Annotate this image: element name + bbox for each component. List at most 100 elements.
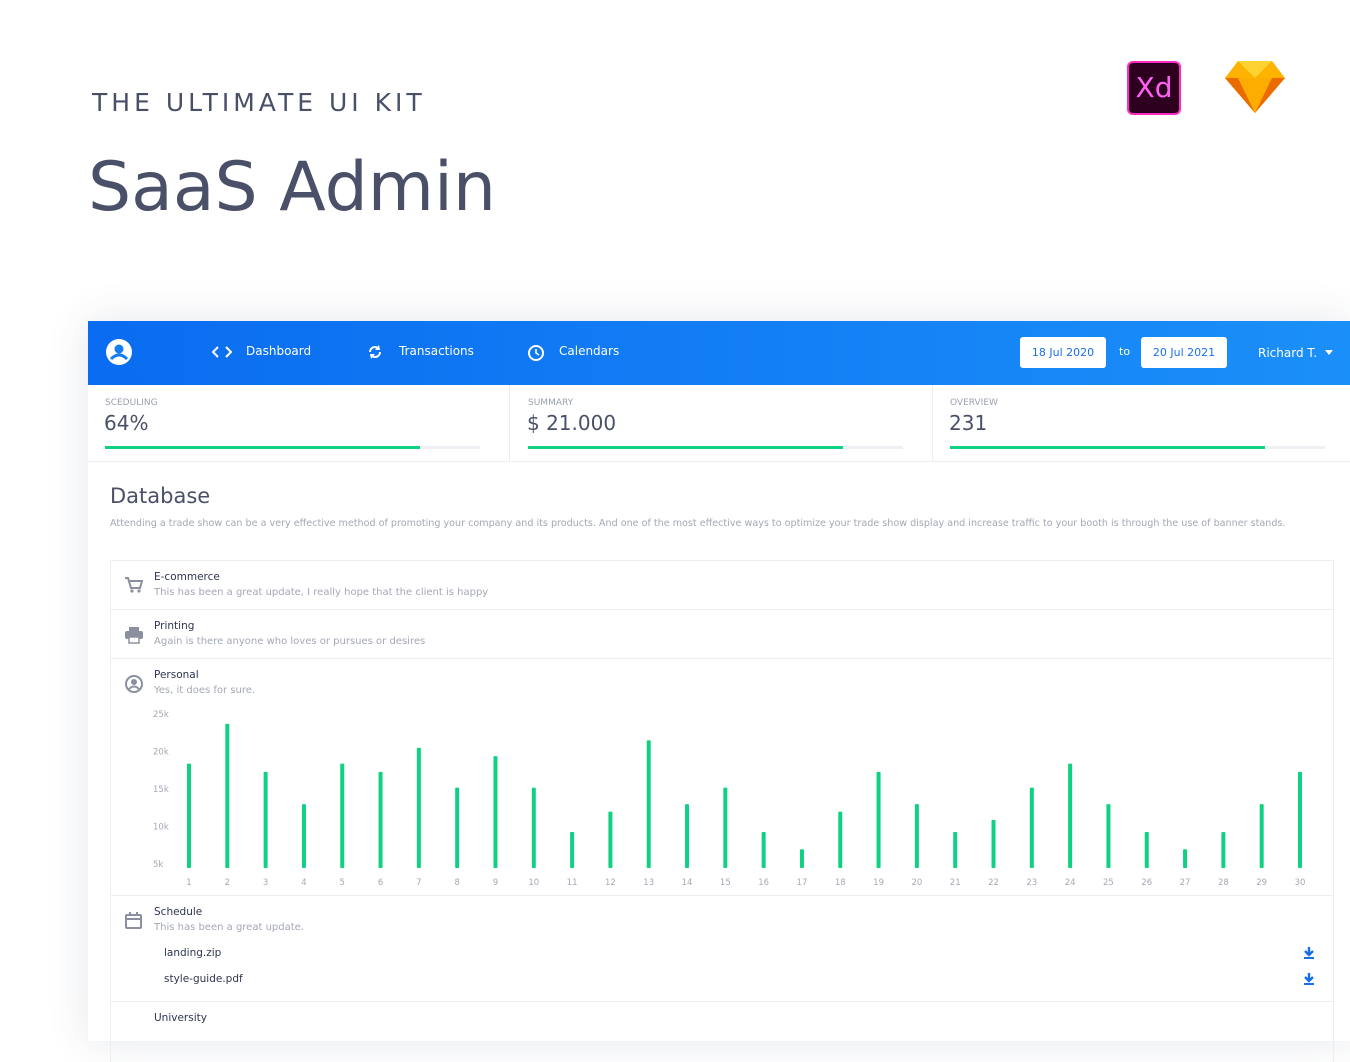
x-tick-label: 15 (720, 878, 731, 888)
user-menu[interactable]: Richard T. (1258, 346, 1318, 360)
download-icon[interactable] (1302, 946, 1316, 960)
bar (953, 831, 958, 868)
alarm-icon (528, 345, 544, 361)
dashboard-card: Dashboard Transactions Calendars 18 Jul … (88, 321, 1350, 1062)
x-tick-label: 14 (682, 878, 693, 888)
x-tick-label: 11 (567, 878, 578, 888)
section-description: Attending a trade show can be a very eff… (110, 518, 1286, 529)
x-tick-label: 20 (911, 878, 922, 888)
stat-label: SCEDULING (105, 398, 158, 408)
calendar-icon (125, 912, 142, 929)
bar (991, 819, 996, 868)
progress-track (950, 446, 1325, 449)
row-title: E-commerce (154, 571, 220, 583)
x-tick-label: 6 (378, 878, 383, 888)
bar (1297, 771, 1302, 868)
x-tick-label: 18 (835, 878, 846, 888)
progress-fill (105, 446, 420, 449)
y-tick-label: 20k (153, 748, 169, 758)
bar (187, 763, 191, 868)
x-tick-label: 30 (1295, 878, 1306, 888)
x-tick-label: 27 (1180, 878, 1191, 888)
bar (1106, 804, 1111, 868)
x-tick-label: 23 (1026, 878, 1037, 888)
list-row[interactable]: Personal Yes, it does for sure. 5k 10k 15k… (110, 658, 1334, 896)
bar (378, 771, 383, 868)
row-text: Yes, it does for sure. (154, 685, 256, 696)
x-tick-label: 10 (528, 878, 539, 888)
bar (1144, 831, 1149, 868)
file-name[interactable]: landing.zip (164, 947, 222, 959)
bar (914, 804, 919, 868)
x-tick-label: 26 (1141, 878, 1152, 888)
row-title: Personal (154, 669, 199, 681)
x-tick-label: 22 (988, 878, 999, 888)
bar (608, 811, 613, 868)
x-tick-label: 9 (493, 878, 498, 888)
x-tick-label: 21 (950, 878, 961, 888)
nav-item[interactable]: Dashboard (246, 344, 312, 358)
bar (838, 811, 843, 868)
y-tick-label: 5k (153, 860, 163, 870)
bar (263, 771, 268, 868)
x-tick-label: 12 (605, 878, 616, 888)
x-tick-label: 16 (758, 878, 769, 888)
x-tick-label: 28 (1218, 878, 1229, 888)
x-tick-label: 4 (301, 878, 306, 888)
bar (1259, 804, 1264, 868)
row-title: University (154, 1012, 207, 1024)
row-text: This has been a great update, I really h… (154, 587, 489, 598)
bar (761, 831, 766, 868)
bar (225, 723, 230, 868)
page-title: SaaS Admin (88, 148, 496, 227)
y-tick-label: 25k (153, 710, 169, 720)
list-row[interactable]: Schedule This has been a great update. l… (110, 895, 1334, 1002)
file-name[interactable]: style-guide.pdf (164, 973, 243, 985)
x-tick-label: 17 (797, 878, 808, 888)
stat-value: $ 21.000 (527, 411, 617, 435)
nav-bar: Dashboard Transactions Calendars 18 Jul … (88, 321, 1350, 385)
bar (1221, 831, 1226, 868)
bar (493, 756, 498, 868)
stat-value: 231 (949, 411, 988, 435)
progress-track (105, 446, 480, 449)
avatar-icon (106, 339, 132, 365)
x-tick-label: 13 (643, 878, 654, 888)
code-icon (211, 346, 233, 358)
x-tick-label: 3 (263, 878, 268, 888)
nav-item[interactable]: Transactions (399, 344, 474, 358)
x-tick-label: 19 (873, 878, 884, 888)
date-from[interactable]: 18 Jul 2020 (1020, 337, 1106, 368)
list-row[interactable]: Printing Again is there anyone who loves… (110, 609, 1334, 659)
row-text: This has been a great update. (154, 922, 304, 933)
bar (1068, 763, 1073, 868)
stat-card: OVERVIEW 231 (933, 385, 1350, 462)
row-text: Again is there anyone who loves or pursu… (154, 636, 426, 647)
download-icon[interactable] (1302, 972, 1316, 986)
date-to[interactable]: 20 Jul 2021 (1141, 337, 1227, 368)
x-tick-label: 2 (225, 878, 230, 888)
caret (1325, 350, 1333, 355)
refresh-icon (369, 345, 381, 359)
printer-icon (125, 627, 143, 644)
x-tick-label: 7 (416, 878, 421, 888)
y-tick-label: 15k (153, 785, 169, 795)
x-tick-label: 29 (1256, 878, 1267, 888)
row-title: Printing (154, 620, 195, 632)
progress-track (528, 446, 903, 449)
stat-card: SUMMARY $ 21.000 (511, 385, 933, 462)
bar (1029, 787, 1034, 868)
bar (876, 771, 881, 868)
person-icon (125, 675, 143, 693)
nav-item[interactable]: Calendars (559, 344, 620, 358)
bar (455, 787, 460, 868)
x-tick-label: 1 (186, 878, 191, 888)
date-separator: to (1119, 345, 1131, 358)
bar (570, 831, 575, 868)
stat-label: SUMMARY (528, 398, 574, 408)
list-row[interactable]: E-commerce This has been a great update,… (110, 560, 1334, 610)
y-tick-label: 10k (153, 823, 169, 833)
list-row[interactable]: University (110, 1001, 1334, 1062)
bar (723, 787, 728, 868)
